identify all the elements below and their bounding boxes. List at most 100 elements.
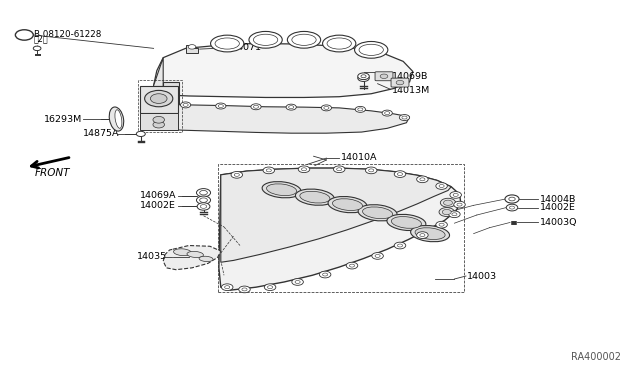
Ellipse shape (323, 35, 356, 52)
Circle shape (439, 223, 444, 226)
Text: 16293M: 16293M (44, 115, 82, 124)
Ellipse shape (199, 256, 213, 262)
Circle shape (358, 75, 369, 81)
Circle shape (136, 131, 145, 137)
Ellipse shape (173, 249, 191, 256)
Polygon shape (154, 82, 179, 104)
Text: 14003Q: 14003Q (540, 218, 577, 227)
Ellipse shape (292, 34, 316, 45)
Circle shape (263, 167, 275, 174)
Circle shape (268, 286, 273, 289)
Text: RA400002: RA400002 (571, 352, 621, 362)
Circle shape (301, 168, 307, 171)
Ellipse shape (415, 228, 445, 240)
Text: 14013M: 14013M (392, 86, 430, 94)
Circle shape (449, 211, 460, 218)
Circle shape (200, 190, 207, 195)
Circle shape (450, 192, 461, 198)
Ellipse shape (287, 32, 321, 48)
Circle shape (197, 203, 210, 210)
Circle shape (396, 80, 404, 85)
Text: 14010A: 14010A (340, 153, 377, 162)
Circle shape (382, 110, 392, 116)
Circle shape (420, 234, 425, 237)
Circle shape (380, 74, 388, 78)
Circle shape (509, 206, 515, 209)
Circle shape (375, 254, 380, 257)
Circle shape (33, 46, 41, 51)
Circle shape (200, 198, 207, 202)
Ellipse shape (253, 34, 278, 45)
Ellipse shape (327, 38, 351, 49)
Circle shape (361, 77, 366, 80)
Circle shape (397, 173, 403, 176)
Circle shape (358, 73, 369, 80)
Ellipse shape (115, 110, 122, 128)
Circle shape (509, 197, 515, 201)
FancyBboxPatch shape (375, 72, 393, 81)
Polygon shape (154, 58, 163, 104)
Circle shape (239, 286, 250, 293)
Text: 14002E: 14002E (540, 203, 575, 212)
Ellipse shape (387, 214, 426, 231)
Polygon shape (152, 104, 410, 133)
Circle shape (452, 213, 457, 216)
Ellipse shape (215, 38, 239, 49)
Circle shape (453, 193, 458, 196)
Text: 14002E: 14002E (140, 201, 175, 210)
Circle shape (333, 166, 345, 173)
Text: 14875A: 14875A (83, 129, 120, 138)
Circle shape (153, 121, 164, 128)
Circle shape (319, 271, 331, 278)
Circle shape (394, 171, 406, 177)
Circle shape (298, 166, 310, 173)
Circle shape (225, 286, 230, 289)
Circle shape (253, 105, 259, 108)
Circle shape (369, 169, 374, 172)
Ellipse shape (358, 205, 397, 221)
Circle shape (442, 209, 451, 215)
Circle shape (505, 195, 519, 203)
Circle shape (337, 168, 342, 171)
Text: 14069A: 14069A (140, 191, 176, 200)
Ellipse shape (249, 32, 282, 48)
Ellipse shape (355, 42, 388, 58)
FancyBboxPatch shape (140, 86, 178, 113)
Text: B 08120-61228: B 08120-61228 (34, 30, 101, 39)
Polygon shape (221, 168, 451, 262)
Ellipse shape (328, 196, 367, 213)
Circle shape (402, 116, 407, 119)
Circle shape (200, 205, 207, 208)
Circle shape (292, 279, 303, 285)
Circle shape (321, 105, 332, 111)
Circle shape (242, 288, 247, 291)
Circle shape (324, 106, 329, 109)
Ellipse shape (362, 207, 393, 219)
Circle shape (436, 183, 447, 189)
Ellipse shape (266, 184, 297, 196)
Polygon shape (219, 168, 461, 290)
Ellipse shape (411, 225, 449, 242)
Circle shape (216, 103, 226, 109)
Circle shape (218, 105, 223, 108)
Circle shape (346, 262, 358, 269)
Ellipse shape (296, 189, 334, 205)
Circle shape (234, 173, 239, 176)
Circle shape (153, 116, 164, 123)
Ellipse shape (332, 199, 363, 211)
Text: B: B (22, 31, 27, 39)
Circle shape (397, 244, 403, 247)
Circle shape (15, 30, 33, 40)
Circle shape (188, 45, 196, 49)
FancyBboxPatch shape (140, 113, 178, 130)
Circle shape (295, 280, 300, 283)
Circle shape (365, 167, 377, 174)
Text: 14069B: 14069B (392, 72, 428, 81)
Circle shape (231, 171, 243, 178)
Circle shape (196, 189, 211, 197)
Circle shape (266, 169, 271, 172)
Circle shape (196, 196, 211, 204)
Circle shape (286, 104, 296, 110)
Circle shape (417, 176, 428, 183)
Circle shape (289, 106, 294, 109)
